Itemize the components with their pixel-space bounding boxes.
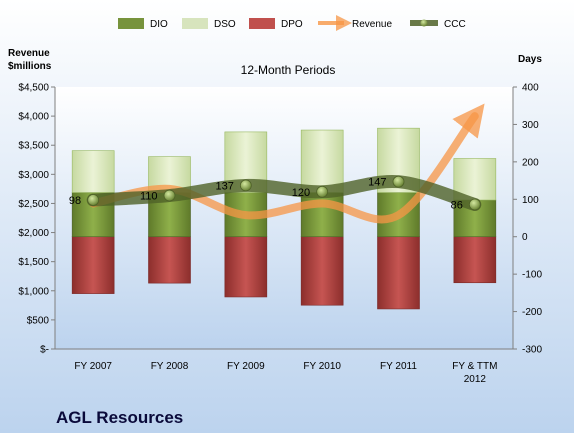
left-axis-ticks: $- $500 $1,000 $1,500 $2,000 $2,500 $3,000 $3,5… bbox=[18, 83, 55, 356]
left-axis-title-line2: $millions bbox=[8, 61, 52, 72]
right-tick-label-3: 0 bbox=[522, 232, 528, 243]
left-tick-label-0: $- bbox=[40, 345, 49, 356]
revenue-line bbox=[89, 103, 485, 224]
revenue-series bbox=[89, 103, 485, 224]
ccc-data-label-1: 110 bbox=[140, 191, 158, 203]
ccc-line bbox=[86, 174, 482, 212]
legend-swatch-ccc-dot bbox=[420, 19, 428, 27]
right-tick-label-1: -200 bbox=[522, 307, 542, 318]
x-tick-label-1: FY 2008 bbox=[151, 361, 189, 372]
ccc-data-label-0: 98 bbox=[69, 195, 81, 207]
bar-dpo-1 bbox=[148, 236, 191, 284]
legend-label-dio: DIO bbox=[150, 19, 168, 30]
ccc-data-label-5: 86 bbox=[451, 200, 463, 212]
plot-area bbox=[55, 87, 513, 349]
ccc-point-0 bbox=[87, 194, 100, 206]
left-tick-label-9: $4,500 bbox=[18, 83, 49, 94]
bar-dso-3 bbox=[300, 129, 344, 193]
x-tick-label-3: FY 2010 bbox=[303, 361, 341, 372]
ccc-point-3 bbox=[316, 185, 329, 198]
legend-label-dso: DSO bbox=[214, 19, 236, 30]
right-axis-ticks: -300 -200 -100 0 100 200 300 400 bbox=[513, 83, 542, 356]
legend-label-dpo: DPO bbox=[281, 19, 303, 30]
ccc-point-2 bbox=[239, 179, 252, 192]
right-tick-label-2: -100 bbox=[522, 270, 542, 281]
right-tick-label-4: 100 bbox=[522, 195, 539, 206]
ccc-series: 98 110 137 120 147 86 bbox=[69, 174, 482, 212]
left-tick-label-8: $4,000 bbox=[18, 112, 49, 123]
right-axis-title: Days bbox=[518, 54, 542, 65]
legend-swatch-dio bbox=[118, 18, 144, 29]
x-tick-label-2: FY 2009 bbox=[227, 361, 265, 372]
plot-title: 12-Month Periods bbox=[241, 63, 336, 77]
right-tick-label-7: 400 bbox=[522, 83, 539, 94]
left-tick-label-1: $500 bbox=[27, 315, 50, 326]
legend-label-ccc: CCC bbox=[444, 19, 466, 30]
ccc-point-5 bbox=[468, 198, 481, 211]
company-name: AGL Resources bbox=[56, 408, 183, 427]
left-tick-label-4: $2,000 bbox=[18, 228, 49, 239]
left-tick-label-6: $3,000 bbox=[18, 170, 49, 181]
x-tick-label-0: FY 2007 bbox=[74, 361, 112, 372]
left-tick-label-2: $1,000 bbox=[18, 286, 49, 297]
bar-dso-0 bbox=[71, 150, 115, 193]
bar-dpo-4 bbox=[377, 236, 420, 310]
x-tick-label-5: FY & TTM 2012 bbox=[452, 361, 497, 385]
ccc-point-1 bbox=[163, 189, 176, 202]
legend: DIO DSO DPO Revenue CCC bbox=[118, 15, 466, 31]
legend-label-revenue: Revenue bbox=[352, 19, 392, 30]
right-tick-label-0: -300 bbox=[522, 345, 542, 356]
right-tick-label-6: 300 bbox=[522, 120, 539, 131]
ccc-data-label-3: 120 bbox=[292, 187, 310, 199]
ccc-data-label-4: 147 bbox=[368, 177, 386, 189]
bar-dpo-3 bbox=[300, 236, 344, 306]
x-axis-labels: FY 2007 FY 2008 FY 2009 FY 2010 FY 2011 FY & … bbox=[74, 361, 497, 385]
ccc-data-label-2: 137 bbox=[215, 180, 233, 192]
x-tick-label-4: FY 2011 bbox=[380, 361, 417, 372]
right-tick-label-5: 200 bbox=[522, 157, 539, 168]
bar-dpo-5 bbox=[453, 236, 497, 284]
left-tick-label-3: $1,500 bbox=[18, 257, 49, 268]
legend-swatch-dso bbox=[182, 18, 208, 29]
ccc-point-4 bbox=[392, 175, 405, 188]
left-tick-label-7: $3,500 bbox=[18, 141, 49, 152]
bar-dpo-0 bbox=[71, 236, 115, 294]
bar-dio-3 bbox=[300, 192, 344, 238]
left-tick-label-5: $2,500 bbox=[18, 199, 49, 210]
legend-swatch-dpo bbox=[249, 18, 275, 29]
left-axis-title-line1: Revenue bbox=[8, 48, 50, 59]
bar-dpo-2 bbox=[224, 236, 268, 298]
